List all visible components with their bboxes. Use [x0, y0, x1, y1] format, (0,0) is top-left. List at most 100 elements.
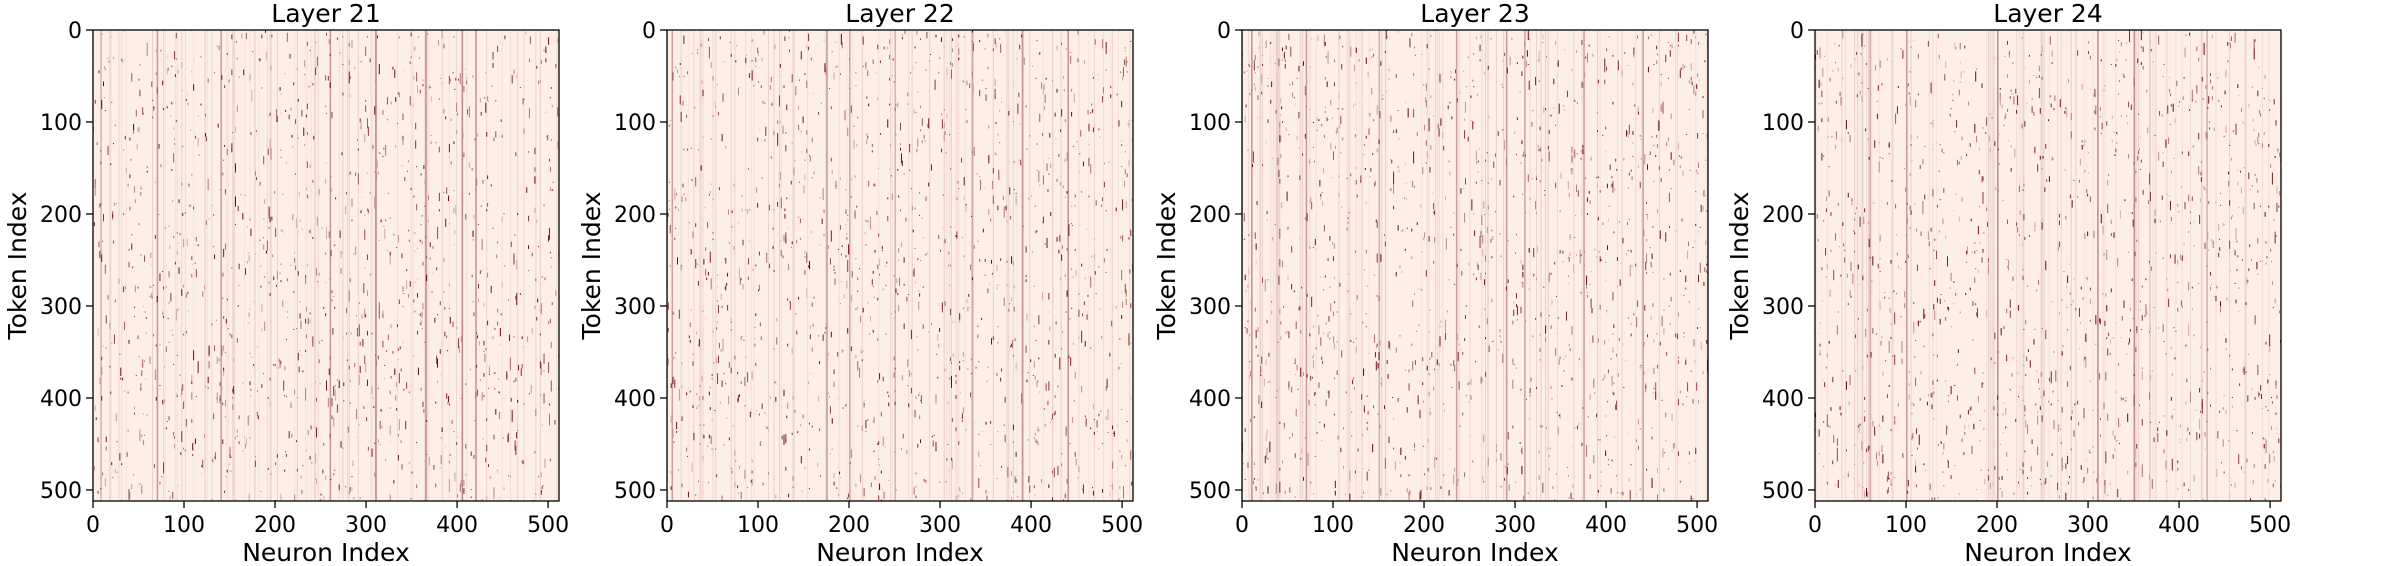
activation-cell	[1581, 81, 1583, 88]
activation-cell	[1616, 168, 1618, 171]
activation-cell	[1632, 142, 1634, 145]
activation-cell	[378, 64, 380, 75]
activation-cell	[132, 266, 134, 269]
activation-cell	[224, 490, 226, 493]
activation-cell	[1323, 289, 1325, 291]
activation-cell	[839, 177, 841, 180]
activation-cell	[455, 77, 457, 81]
activation-cell	[177, 485, 179, 487]
neuron-column-streak	[1841, 30, 1843, 501]
neuron-column-streak	[1815, 30, 1817, 501]
activation-cell	[1600, 259, 1602, 261]
activation-cell	[1327, 258, 1329, 261]
y-tick-label: 300	[1189, 295, 1231, 320]
activation-cell	[1544, 194, 1546, 196]
activation-cell	[1861, 95, 1863, 102]
activation-cell	[915, 486, 917, 488]
heatmap-background	[93, 30, 559, 501]
activation-cell	[878, 495, 880, 501]
activation-cell	[679, 63, 681, 65]
activation-cell	[1690, 76, 1692, 81]
activation-cell	[1606, 309, 1608, 313]
activation-cell	[252, 51, 254, 53]
activation-cell	[1657, 209, 1659, 214]
activation-cell	[243, 69, 245, 76]
activation-cell	[1586, 61, 1588, 64]
activation-cell	[430, 96, 432, 102]
activation-cell	[1288, 331, 1290, 339]
activation-cell	[667, 358, 669, 365]
activation-cell	[920, 395, 922, 404]
activation-cell	[481, 238, 483, 250]
activation-cell	[1646, 271, 1648, 274]
x-tick-label: 500	[527, 513, 569, 538]
activation-cell	[723, 373, 725, 375]
activation-cell	[907, 103, 909, 105]
activation-cell	[422, 401, 424, 408]
neuron-column-streak	[698, 30, 700, 501]
activation-cell	[2006, 452, 2008, 457]
activation-cell	[1464, 472, 1466, 478]
activation-cell	[981, 431, 983, 433]
activation-cell	[1439, 326, 1441, 328]
activation-cell	[349, 487, 351, 489]
prominent-neuron-column	[2097, 30, 2099, 501]
activation-cell	[990, 443, 992, 445]
activation-cell	[1613, 231, 1615, 234]
activation-cell	[1456, 480, 1458, 487]
activation-cell	[2140, 62, 2142, 65]
activation-cell	[2067, 275, 2069, 283]
activation-cell	[1048, 157, 1050, 159]
activation-cell	[1838, 246, 1840, 248]
activation-cell	[94, 405, 96, 411]
activation-cell	[488, 100, 490, 102]
activation-cell	[1020, 159, 1022, 166]
activation-cell	[1366, 395, 1368, 398]
activation-cell	[305, 318, 307, 324]
activation-cell	[426, 256, 428, 259]
y-tick-label: 400	[40, 387, 82, 412]
activation-cell	[1408, 491, 1410, 501]
activation-cell	[144, 378, 146, 380]
activation-cell	[477, 283, 479, 289]
activation-cell	[737, 492, 739, 494]
activation-cell	[1435, 457, 1437, 460]
activation-cell	[122, 59, 124, 64]
activation-cell	[443, 258, 445, 262]
activation-cell	[1099, 136, 1101, 138]
activation-cell	[159, 343, 161, 346]
activation-cell	[1059, 357, 1061, 370]
activation-cell	[1523, 495, 1525, 501]
activation-cell	[445, 218, 447, 227]
activation-cell	[1636, 439, 1638, 443]
activation-cell	[907, 385, 909, 387]
activation-cell	[721, 133, 723, 142]
activation-cell	[1333, 311, 1335, 317]
activation-cell	[351, 198, 353, 207]
activation-cell	[958, 57, 960, 61]
activation-cell	[707, 481, 709, 484]
activation-cell	[1390, 188, 1392, 191]
activation-cell	[842, 350, 844, 352]
activation-cell	[515, 377, 517, 382]
activation-cell	[1571, 326, 1573, 335]
activation-cell	[950, 375, 952, 388]
activation-cell	[214, 72, 216, 74]
activation-cell	[1835, 144, 1837, 149]
activation-cell	[1282, 305, 1284, 308]
activation-cell	[125, 167, 127, 173]
activation-cell	[1254, 232, 1256, 239]
activation-cell	[1599, 256, 1601, 262]
heatmap-background	[1242, 30, 1708, 501]
activation-cell	[855, 483, 857, 488]
activation-cell	[1424, 124, 1426, 131]
y-tick-label: 500	[40, 479, 82, 504]
activation-cell	[958, 34, 960, 38]
activation-cell	[139, 89, 141, 97]
activation-cell	[889, 103, 891, 106]
activation-cell	[448, 223, 450, 225]
activation-cell	[1365, 202, 1367, 204]
activation-cell	[224, 85, 226, 88]
activation-cell	[1542, 41, 1544, 43]
activation-cell	[849, 87, 851, 89]
